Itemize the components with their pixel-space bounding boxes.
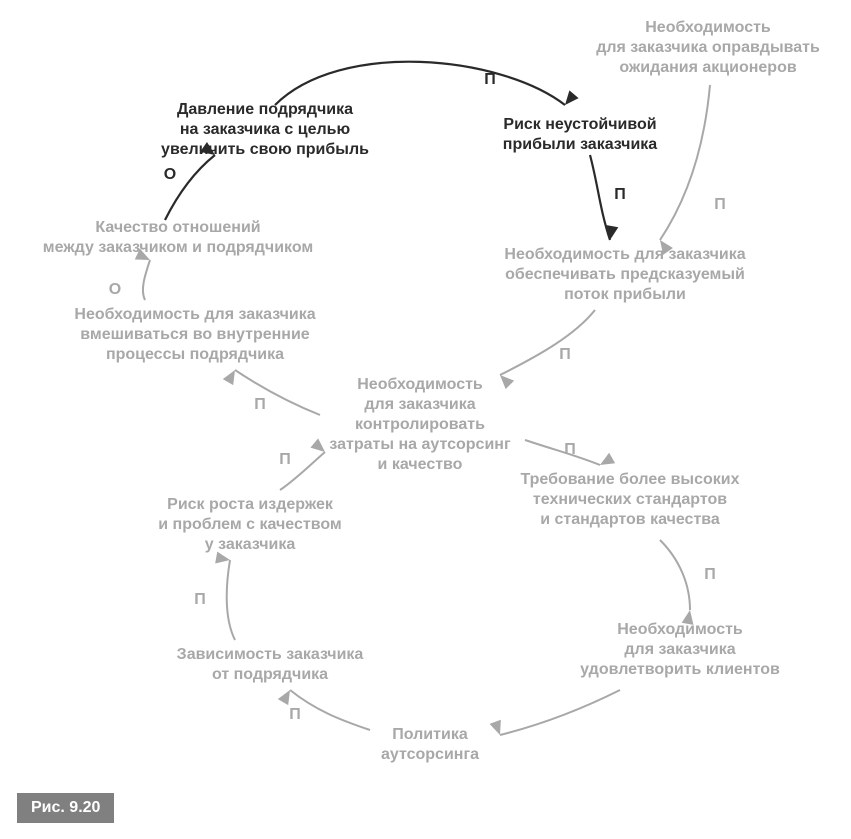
edge-label-n5-n1: О [164, 166, 176, 184]
node-n6: Необходимость для заказчика вмешиваться … [45, 305, 345, 365]
edge-n4-n7 [500, 310, 595, 375]
node-n11: Зависимость заказчика от подрядчика [155, 645, 385, 685]
edge-n1-n2 [275, 62, 565, 105]
edge-label-n8-n10: П [704, 566, 716, 584]
edge-n12-n11 [290, 690, 370, 730]
edge-label-n3-n4: П [714, 196, 726, 214]
edge-label-n2-n4: П [614, 186, 626, 204]
node-n7: Необходимость для заказчика контролирова… [305, 375, 535, 475]
edge-n7-n8 [525, 440, 600, 465]
edge-n3-n4 [660, 85, 710, 240]
edge-n11-n9 [227, 560, 235, 640]
edge-label-n12-n11: П [289, 706, 301, 724]
edge-label-n7-n6: П [254, 396, 266, 414]
edge-label-n9-n7: П [279, 451, 291, 469]
edge-n2-n4 [590, 155, 610, 240]
edge-label-n7-n8: П [564, 441, 576, 459]
node-n9: Риск роста издержек и проблем с качество… [140, 495, 360, 555]
edge-label-n1-n2: П [484, 71, 496, 89]
edge-label-n4-n7: П [559, 346, 571, 364]
edge-n10-n12 [500, 690, 620, 735]
edge-n5-n1 [165, 155, 215, 220]
figure-label: Рис. 9.20 [17, 793, 114, 823]
edge-n8-n10 [660, 540, 690, 610]
node-n3: Необходимость для заказчика оправдывать … [578, 18, 838, 78]
edge-label-n11-n9: П [194, 591, 206, 609]
node-n2: Риск неустойчивой прибыли заказчика [480, 115, 680, 155]
node-n1: Давление подрядчика на заказчика с целью… [140, 100, 390, 160]
node-n8: Требование более высоких технических ста… [500, 470, 760, 530]
node-n10: Необходимость для заказчика удовлетворит… [570, 620, 790, 680]
node-n5: Качество отношений между заказчиком и по… [28, 218, 328, 258]
node-n4: Необходимость для заказчика обеспечивать… [475, 245, 775, 305]
edge-label-n6-n5: О [109, 281, 121, 299]
node-n12: Политика аутсорсинга [355, 725, 505, 765]
edge-n6-n5 [143, 260, 150, 300]
